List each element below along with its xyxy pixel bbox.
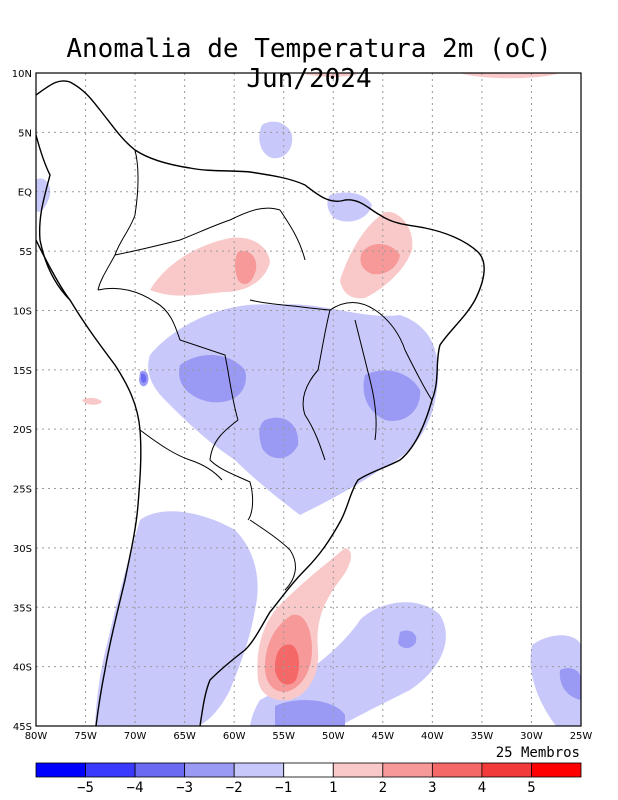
colorbar-label: −3 (176, 780, 193, 796)
lat-tick-label: 20S (13, 425, 32, 436)
colorbar-label: 4 (478, 780, 486, 796)
colorbar-swatch (85, 762, 136, 778)
warm-anomaly-northeast-mid (360, 244, 400, 275)
warm-anomaly-north-edge (300, 73, 360, 77)
grid-lines (36, 73, 581, 726)
colorbar-swatch (531, 762, 582, 778)
lat-tick-label: 5N (18, 128, 32, 139)
colorbar-swatch (35, 762, 86, 778)
cool-anomaly-southern-cone (95, 511, 258, 726)
colorbar-label: −1 (275, 780, 292, 796)
lon-tick-label: 80W (25, 731, 48, 742)
lon-tick-label: 45W (372, 731, 395, 742)
colorbar-label: 1 (329, 780, 337, 796)
lon-tick-label: 30W (520, 731, 543, 742)
lon-tick-label: 55W (272, 731, 295, 742)
colorbar-swatch (233, 762, 285, 778)
lon-tick-label: 65W (173, 731, 196, 742)
anomaly-field (36, 73, 581, 726)
cool-anomaly-north (259, 121, 293, 159)
colorbar-swatch (481, 762, 532, 778)
latitude-tick-labels: 10N 5N EQ 5S 10S 15S 20S 25S 30S 35S 40S 45S (12, 69, 32, 733)
country-borders (97, 149, 433, 591)
lat-tick-label: 30S (13, 544, 32, 555)
colorbar-label: −2 (226, 780, 243, 796)
cool-anomaly-mid-6 (559, 668, 581, 700)
lat-tick-label: 35S (13, 603, 32, 614)
colorbar-swatch (184, 762, 235, 778)
lon-tick-label: 60W (223, 731, 246, 742)
cool-anomaly-northeast-coast (327, 192, 372, 222)
cool-anomaly-mid-4 (275, 700, 345, 726)
colorbar-label: 2 (379, 780, 387, 796)
map-title: Anomalia de Temperatura 2m (oC) Jun/2024 (66, 34, 552, 94)
plot-frame (35, 72, 582, 727)
warm-anomaly-amazon-mid (235, 250, 257, 285)
warm-anomaly-atlantic-strong (274, 644, 300, 685)
lon-tick-label: 40W (421, 731, 444, 742)
colorbar-swatch (332, 762, 384, 778)
colorbar-label: 3 (428, 780, 436, 796)
cool-anomaly-mid-5 (398, 630, 417, 649)
lat-tick-label: 5S (19, 247, 32, 258)
colorbar-label: −4 (127, 780, 144, 796)
lat-tick-label: EQ (18, 188, 32, 199)
coastline (36, 80, 485, 726)
colorbar-swatch (382, 762, 433, 778)
cool-anomaly-mid-1 (179, 354, 246, 403)
lon-tick-label: 75W (74, 731, 97, 742)
lat-tick-label: 10N (12, 69, 32, 80)
colorbar-label: 5 (527, 780, 535, 796)
cool-anomaly-far-southeast (530, 635, 581, 726)
lat-tick-label: 15S (13, 366, 32, 377)
longitude-tick-labels: 80W 75W 70W 65W 60W 55W 50W 45W 40W 35W 30W 25W (25, 731, 593, 742)
cool-anomaly-mid-2 (363, 370, 421, 421)
lon-tick-label: 50W (322, 731, 345, 742)
lon-tick-label: 70W (124, 731, 147, 742)
lon-tick-label: 35W (471, 731, 494, 742)
colorbar (35, 762, 582, 778)
lat-tick-label: 40S (13, 663, 32, 674)
cool-anomaly-strong-1 (141, 373, 147, 383)
colorbar-label: −5 (77, 780, 94, 796)
lat-tick-label: 10S (13, 306, 32, 317)
colorbar-swatch (431, 762, 483, 778)
lon-tick-label: 25W (570, 731, 593, 742)
lat-tick-label: 45S (13, 722, 32, 733)
members-label: 25 Membros (495, 745, 580, 761)
colorbar-swatch (134, 762, 186, 778)
colorbar-swatch (283, 762, 334, 778)
warm-anomaly-west-small (82, 397, 102, 405)
colorbar-labels: −5 −4 −3 −2 −1 1 2 3 4 5 (77, 780, 536, 796)
lat-tick-label: 25S (13, 485, 32, 496)
warm-anomaly-north-edge-2 (460, 73, 560, 79)
cool-anomaly-mid-3 (259, 417, 299, 459)
